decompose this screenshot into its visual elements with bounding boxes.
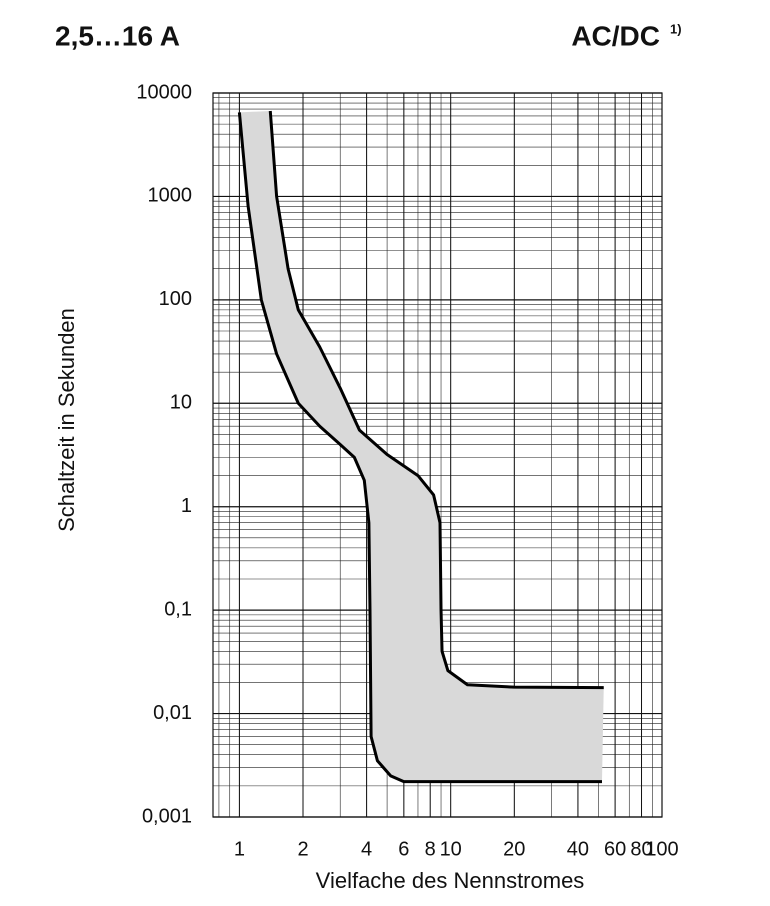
y-tick-label: 1000 [148, 185, 193, 207]
chart-title-right: AC/DC [571, 20, 660, 51]
x-tick-label: 6 [398, 838, 409, 860]
y-tick-label: 0,1 [164, 598, 192, 620]
x-tick-label: 60 [604, 838, 626, 860]
band [239, 110, 604, 782]
x-tick-label: 20 [503, 838, 525, 860]
y-tick-label: 10000 [136, 81, 192, 103]
y-tick-label: 0,01 [153, 702, 192, 724]
y-tick-label: 10 [170, 392, 192, 414]
y-tick-label: 1 [181, 495, 192, 517]
x-tick-label: 40 [567, 838, 589, 860]
x-tick-label: 80 [630, 838, 652, 860]
y-tick-label: 0,001 [142, 805, 192, 827]
x-tick-label: 8 [425, 838, 436, 860]
x-tick-label: 100 [645, 838, 678, 860]
x-tick-label: 10 [440, 838, 462, 860]
x-tick-label: 2 [297, 838, 308, 860]
x-tick-label: 1 [234, 838, 245, 860]
y-axis-label: Schaltzeit in Sekunden [54, 308, 79, 532]
plot-frame [212, 92, 663, 818]
curve [237, 112, 602, 784]
x-tick-label: 4 [361, 838, 372, 860]
x-axis-label: Vielfache des Nennstromes [316, 868, 585, 893]
y-tick-label: 100 [159, 288, 192, 310]
chart-title: 2,5…16 A [55, 20, 180, 51]
curve [268, 110, 604, 690]
footnote-mark: 1) [670, 21, 682, 36]
